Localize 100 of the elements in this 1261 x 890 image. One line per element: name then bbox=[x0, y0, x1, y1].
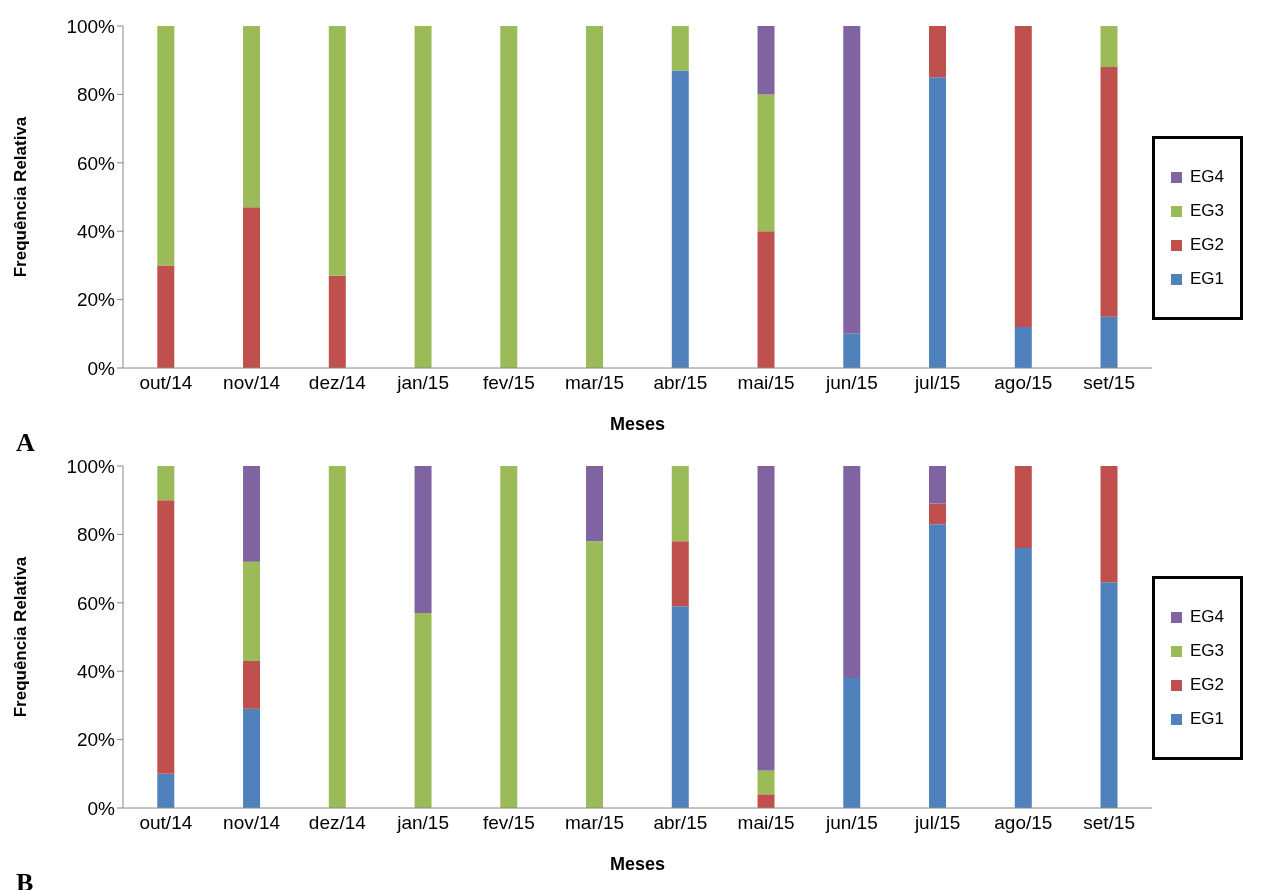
bar bbox=[929, 77, 947, 368]
bar bbox=[414, 26, 432, 368]
legend-label: EG3 bbox=[1189, 641, 1224, 661]
bar bbox=[157, 500, 175, 774]
y-tick-label: 40% bbox=[76, 660, 116, 682]
bar bbox=[843, 466, 861, 679]
x-tick-label: jun/15 bbox=[824, 372, 878, 394]
bar bbox=[757, 26, 775, 95]
x-tick-label: fev/15 bbox=[482, 372, 535, 394]
bar bbox=[843, 678, 861, 808]
bar bbox=[929, 503, 947, 525]
bar bbox=[328, 275, 346, 368]
x-tick-label: mai/15 bbox=[737, 372, 795, 394]
bar bbox=[157, 265, 175, 368]
bar bbox=[1100, 466, 1118, 583]
bar bbox=[243, 561, 261, 661]
bar bbox=[500, 466, 518, 808]
bar bbox=[1014, 466, 1032, 549]
x-tick-label: jan/15 bbox=[396, 812, 450, 834]
x-tick-label: abr/15 bbox=[653, 812, 708, 834]
y-tick-label: 80% bbox=[76, 84, 116, 106]
bar bbox=[1014, 326, 1032, 368]
x-tick-label: dez/14 bbox=[308, 812, 367, 834]
bar bbox=[500, 26, 518, 368]
bar bbox=[586, 26, 604, 368]
bar bbox=[1100, 316, 1118, 368]
bar bbox=[243, 466, 261, 562]
legend-label: EG3 bbox=[1189, 201, 1224, 221]
bar bbox=[757, 94, 775, 232]
x-tick-label: set/15 bbox=[1083, 372, 1135, 394]
x-tick-label: ago/15 bbox=[994, 372, 1053, 394]
bar bbox=[757, 231, 775, 368]
bar bbox=[757, 770, 775, 795]
x-tick-label: jun/15 bbox=[824, 812, 878, 834]
y-tick-label: 20% bbox=[76, 289, 116, 311]
x-tick-label: jan/15 bbox=[396, 372, 450, 394]
y-tick-label: 0% bbox=[87, 797, 116, 819]
y-tick-label: 60% bbox=[76, 152, 116, 174]
bar bbox=[843, 26, 861, 334]
y-axis-title: Frequência Relativa bbox=[11, 116, 31, 278]
bar bbox=[243, 26, 261, 208]
x-tick-label: mar/15 bbox=[565, 812, 625, 834]
bar bbox=[671, 466, 689, 542]
legend-label: EG2 bbox=[1189, 235, 1224, 255]
bar bbox=[414, 613, 432, 808]
bar bbox=[671, 26, 689, 71]
x-axis-title: Meses bbox=[609, 854, 666, 874]
legend-label: EG1 bbox=[1189, 709, 1224, 729]
y-tick-label: 40% bbox=[76, 220, 116, 242]
bar bbox=[328, 26, 346, 276]
legend-label: EG1 bbox=[1189, 269, 1224, 289]
x-tick-label: nov/14 bbox=[223, 372, 281, 394]
bar bbox=[157, 773, 175, 808]
bar bbox=[843, 333, 861, 368]
bar bbox=[1100, 67, 1118, 317]
bar bbox=[1100, 582, 1118, 808]
bar bbox=[586, 541, 604, 808]
bar bbox=[671, 606, 689, 808]
bar bbox=[671, 541, 689, 607]
y-tick-label: 80% bbox=[76, 524, 116, 546]
x-tick-label: dez/14 bbox=[308, 372, 367, 394]
y-tick-label: 100% bbox=[66, 15, 116, 37]
y-tick-label: 0% bbox=[87, 357, 116, 379]
x-tick-label: set/15 bbox=[1083, 812, 1135, 834]
bar bbox=[757, 794, 775, 808]
legend-label: EG4 bbox=[1189, 167, 1224, 187]
x-axis-title: Meses bbox=[609, 414, 666, 434]
x-tick-label: jul/15 bbox=[913, 812, 961, 834]
bar bbox=[1014, 26, 1032, 327]
x-tick-label: mai/15 bbox=[737, 812, 795, 834]
x-tick-label: ago/15 bbox=[994, 812, 1053, 834]
bar bbox=[1014, 548, 1032, 808]
y-axis-title: Frequência Relativa bbox=[11, 556, 31, 718]
legend-label: EG2 bbox=[1189, 675, 1224, 695]
bar bbox=[757, 466, 775, 771]
legend-label: EG4 bbox=[1189, 607, 1224, 627]
x-tick-label: jul/15 bbox=[913, 372, 961, 394]
bar bbox=[243, 708, 261, 808]
text: A bbox=[16, 428, 35, 458]
bar bbox=[929, 26, 947, 78]
x-tick-label: out/14 bbox=[139, 372, 193, 394]
bar bbox=[243, 207, 261, 368]
bar bbox=[929, 524, 947, 808]
bar bbox=[157, 26, 175, 266]
y-tick-label: 20% bbox=[76, 729, 116, 751]
bar bbox=[929, 466, 947, 504]
bar bbox=[243, 660, 261, 709]
bar bbox=[586, 466, 604, 542]
bar bbox=[328, 466, 346, 808]
y-tick-label: 100% bbox=[66, 455, 116, 477]
x-tick-label: abr/15 bbox=[653, 372, 708, 394]
bar bbox=[157, 466, 175, 501]
x-tick-label: mar/15 bbox=[565, 372, 625, 394]
x-tick-label: fev/15 bbox=[482, 812, 535, 834]
y-tick-label: 60% bbox=[76, 592, 116, 614]
x-tick-label: out/14 bbox=[139, 812, 193, 834]
bar bbox=[1100, 26, 1118, 68]
bar bbox=[414, 466, 432, 614]
x-tick-label: nov/14 bbox=[223, 812, 281, 834]
bar bbox=[671, 70, 689, 368]
